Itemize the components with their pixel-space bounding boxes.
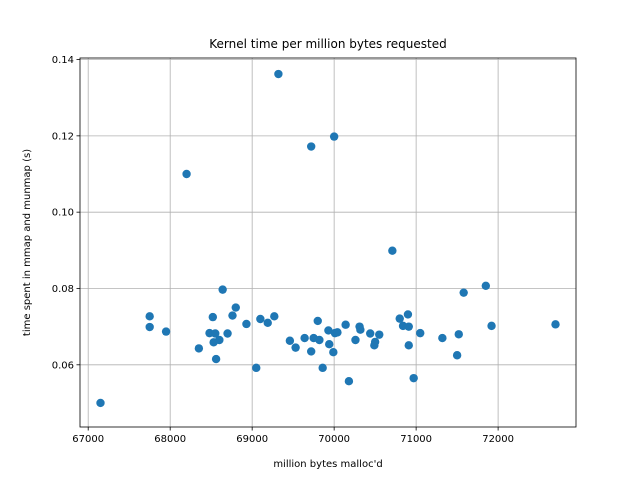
data-point — [161, 327, 171, 336]
data-point — [231, 303, 240, 312]
data-point — [270, 312, 279, 321]
data-point — [403, 310, 413, 319]
x-tick-label: 70000 — [318, 434, 350, 445]
data-point — [344, 377, 354, 386]
x-tick-label: 72000 — [482, 434, 514, 445]
y-tick-label: 0.10 — [52, 208, 74, 219]
x-tick-label: 69000 — [236, 434, 268, 445]
y-tick-label: 0.08 — [52, 284, 74, 295]
chart-title: Kernel time per million bytes requested — [209, 37, 446, 51]
data-point — [366, 329, 375, 338]
y-axis-ticks: 0.06 0.08 0.10 0.12 0.14 — [52, 55, 80, 371]
data-point — [329, 348, 338, 357]
data-point — [300, 333, 309, 343]
data-point — [351, 335, 360, 345]
data-point — [218, 285, 227, 294]
grid-lines — [80, 58, 576, 427]
data-point — [313, 316, 322, 326]
y-tick-label: 0.12 — [52, 131, 74, 142]
plot-frame — [79, 57, 577, 428]
data-point — [356, 325, 365, 334]
data-point — [324, 326, 333, 335]
data-point — [263, 318, 272, 328]
data-point — [416, 328, 425, 338]
x-axis-label: million bytes malloc'd — [273, 459, 382, 470]
data-point — [194, 344, 204, 353]
data-point — [256, 314, 265, 324]
data-point — [208, 312, 218, 322]
data-point — [333, 328, 342, 337]
data-point — [438, 333, 447, 343]
data-point — [404, 322, 413, 331]
data-point — [228, 311, 237, 320]
data-point — [375, 330, 384, 339]
y-axis-label: time spent in mmap and munmap (s) — [22, 149, 33, 336]
data-point — [96, 398, 105, 408]
data-point — [329, 132, 339, 141]
data-point — [306, 347, 316, 356]
data-point — [404, 341, 413, 350]
data-point — [459, 288, 468, 297]
data-point — [487, 321, 496, 331]
data-point — [242, 319, 251, 329]
x-tick-label: 68000 — [154, 434, 186, 445]
data-points — [96, 69, 560, 408]
data-point — [315, 335, 324, 345]
data-point — [388, 246, 397, 255]
data-point — [145, 312, 154, 321]
data-point — [252, 363, 261, 373]
data-point — [395, 314, 404, 323]
data-point — [291, 343, 300, 352]
data-point — [341, 320, 350, 329]
data-point — [211, 354, 221, 364]
data-point — [182, 169, 191, 179]
data-point — [370, 337, 380, 347]
data-point — [452, 351, 462, 360]
x-axis-ticks: 67000 68000 69000 70000 71000 72000 — [72, 427, 514, 445]
data-point — [409, 373, 418, 383]
data-point — [551, 320, 560, 329]
y-tick-label: 0.06 — [52, 360, 74, 371]
data-point — [223, 329, 232, 338]
data-point — [274, 69, 283, 79]
data-point — [454, 330, 463, 339]
x-tick-label: 67000 — [72, 434, 104, 445]
data-point — [285, 336, 295, 345]
data-point — [306, 142, 316, 151]
data-point — [211, 329, 220, 338]
y-tick-label: 0.14 — [52, 55, 74, 66]
data-point — [318, 363, 327, 373]
data-point — [481, 281, 491, 291]
data-point — [215, 335, 224, 345]
data-point — [145, 322, 154, 332]
x-tick-label: 71000 — [400, 434, 432, 445]
data-point — [325, 339, 334, 349]
